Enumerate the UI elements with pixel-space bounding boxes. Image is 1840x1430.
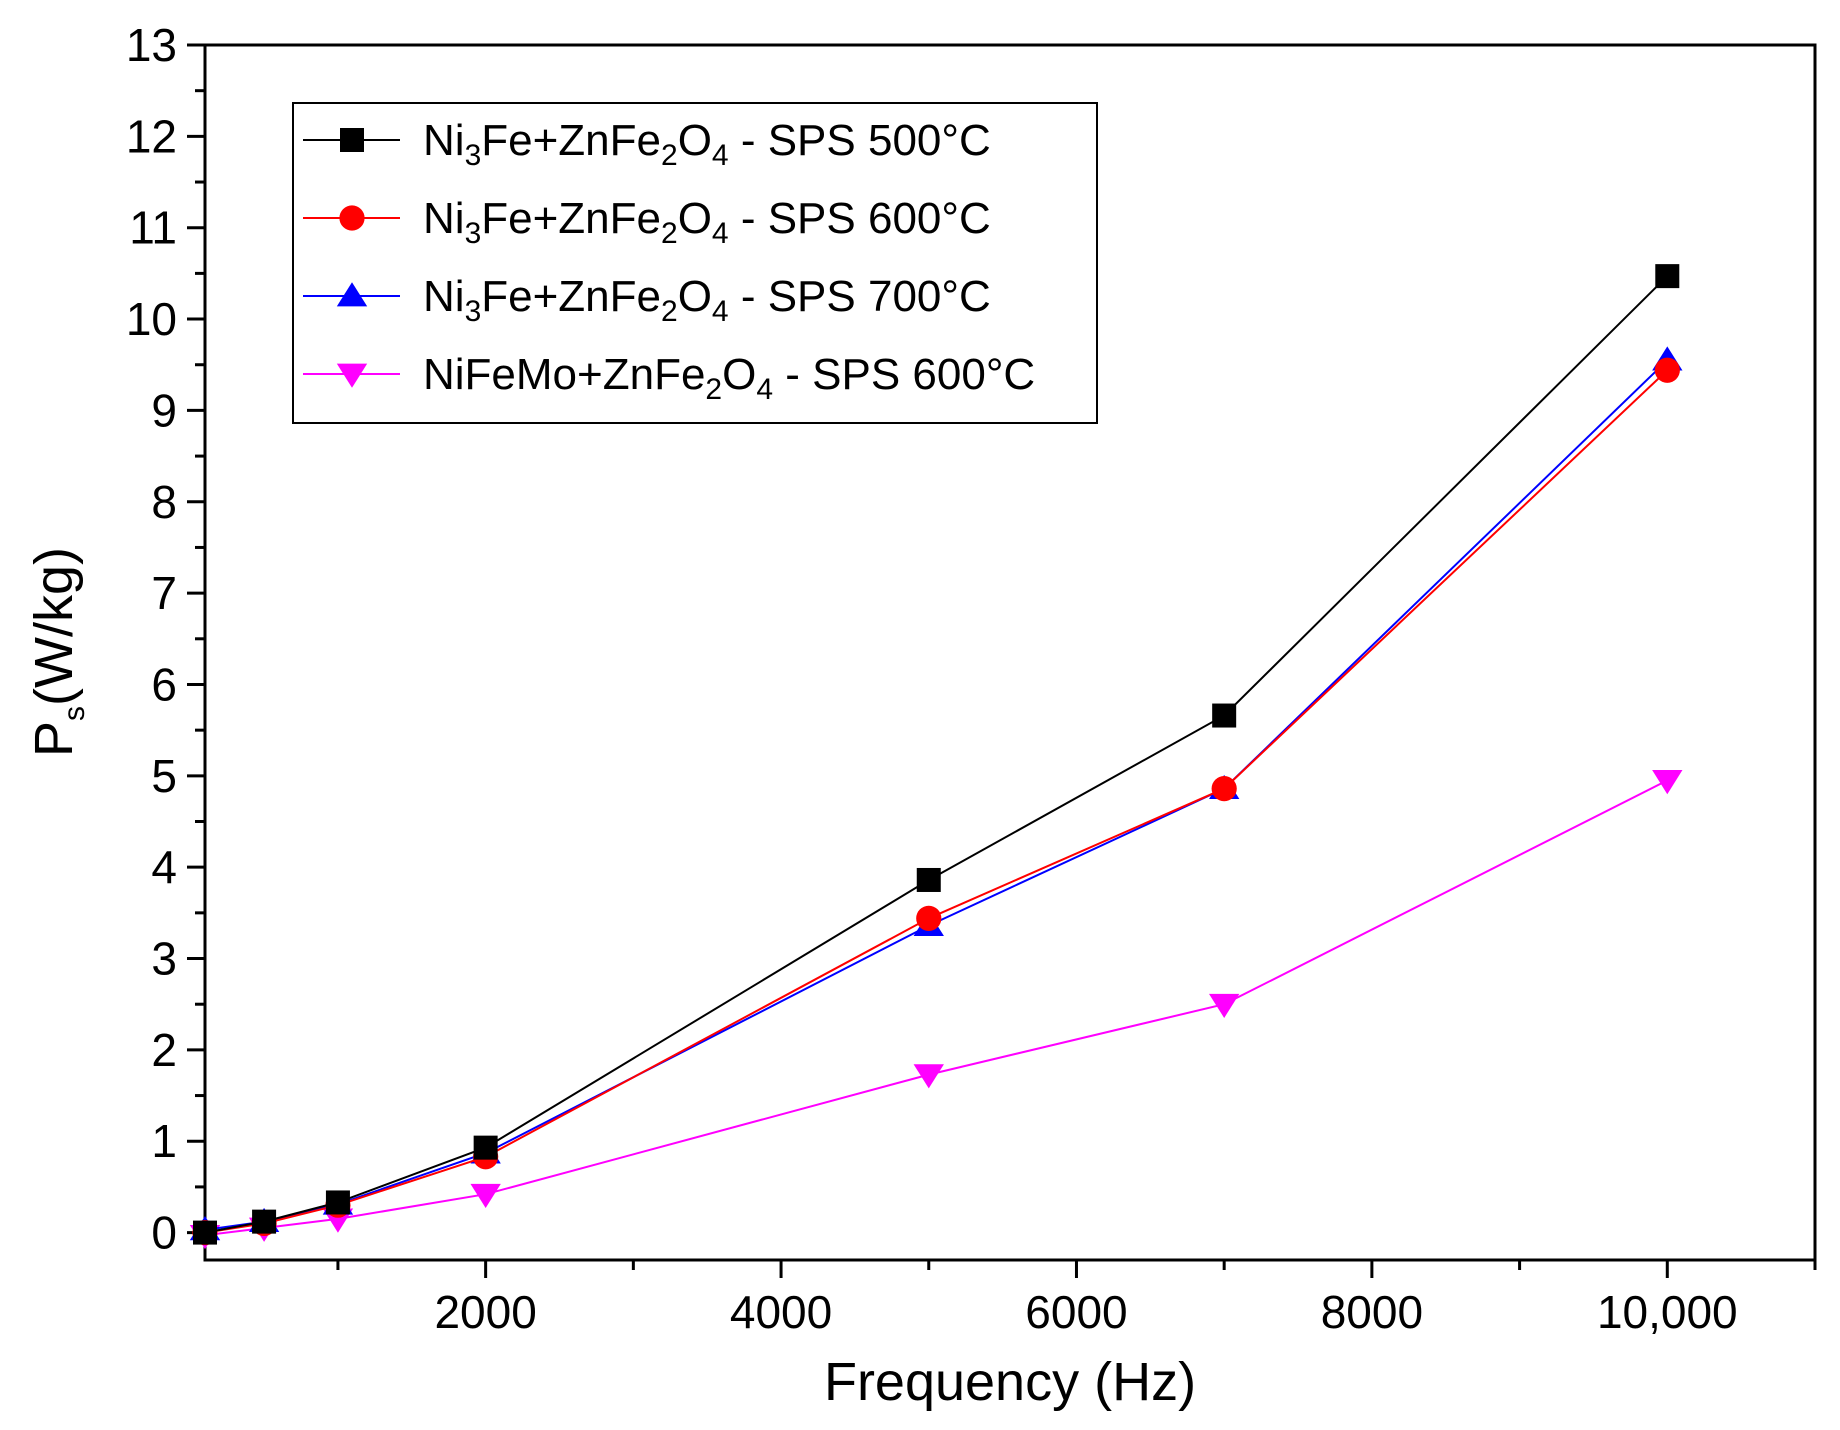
y-tick-label: 8 [151, 476, 177, 528]
data-point [325, 1190, 350, 1215]
series-layer [189, 264, 1683, 1250]
data-point [1652, 770, 1683, 795]
data-point [1212, 703, 1237, 728]
y-tick-label: 12 [126, 110, 177, 162]
y-tick-label: 10 [126, 293, 177, 345]
x-tick-labels: 2000 4000 6000 8000 10,000 [434, 1286, 1737, 1338]
legend-label: Ni3Fe+ZnFe2O4 - SPS 500°C [423, 116, 991, 172]
x-tick-label: 8000 [1321, 1286, 1423, 1338]
legend-marker [336, 282, 368, 307]
x-tick-label: 6000 [1025, 1286, 1127, 1338]
data-point [473, 1135, 498, 1160]
legend-marker [339, 205, 365, 231]
y-tick-label: 0 [151, 1207, 177, 1259]
y-tick-label: 7 [151, 567, 177, 619]
legend-box [292, 102, 1098, 424]
x-tick-label: 4000 [730, 1286, 832, 1338]
y-tick-label: 6 [151, 658, 177, 710]
y-tick-label: 3 [151, 933, 177, 985]
data-point [1208, 993, 1240, 1019]
y-tick-label: 1 [151, 1115, 177, 1167]
legend-label: NiFeMo+ZnFe2O4 - SPS 600°C [423, 350, 1035, 406]
y-axis-title-main: P [24, 721, 84, 757]
y-tick-label: 4 [151, 841, 177, 893]
y-axis-title-unit: (W/kg) [24, 547, 84, 706]
legend-marker [340, 128, 364, 152]
data-point [916, 867, 941, 892]
x-tick-label: 10,000 [1597, 1286, 1738, 1338]
data-point [193, 1220, 217, 1245]
y-tick-label: 9 [151, 384, 177, 436]
y-tick-label: 11 [129, 202, 177, 254]
y-tick-label: 2 [151, 1024, 177, 1076]
y-axis-title: Ps(W/kg) [24, 547, 91, 757]
x-axis-title: Frequency (Hz) [824, 1352, 1196, 1412]
x-tick-label: 2000 [434, 1286, 536, 1338]
data-point [916, 905, 942, 931]
y-tick-label: 13 [126, 19, 177, 71]
y-tick-label: 5 [151, 750, 177, 802]
legend-entry: NiFeMo+ZnFe2O4 - SPS 600°C [303, 350, 1035, 406]
series-1 [193, 264, 1680, 1245]
data-point [470, 1183, 501, 1209]
legend-entry: Ni3Fe+ZnFe2O4 - SPS 700°C [303, 272, 991, 328]
legend-entry: Ni3Fe+ZnFe2O4 - SPS 500°C [303, 116, 991, 172]
data-point [1654, 357, 1680, 383]
legend-label: Ni3Fe+ZnFe2O4 - SPS 600°C [423, 194, 991, 250]
legend-entry: Ni3Fe+ZnFe2O4 - SPS 600°C [303, 194, 991, 250]
data-point [913, 1064, 944, 1089]
legend: Ni3Fe+ZnFe2O4 - SPS 500°C Ni3Fe+ZnFe2O4 -… [292, 102, 1098, 424]
legend-marker [336, 363, 368, 388]
y-axis-title-sub: s [58, 706, 91, 721]
legend-label: Ni3Fe+ZnFe2O4 - SPS 700°C [423, 272, 991, 328]
data-point [1655, 264, 1680, 289]
data-point [252, 1209, 277, 1234]
data-point [1211, 776, 1237, 802]
